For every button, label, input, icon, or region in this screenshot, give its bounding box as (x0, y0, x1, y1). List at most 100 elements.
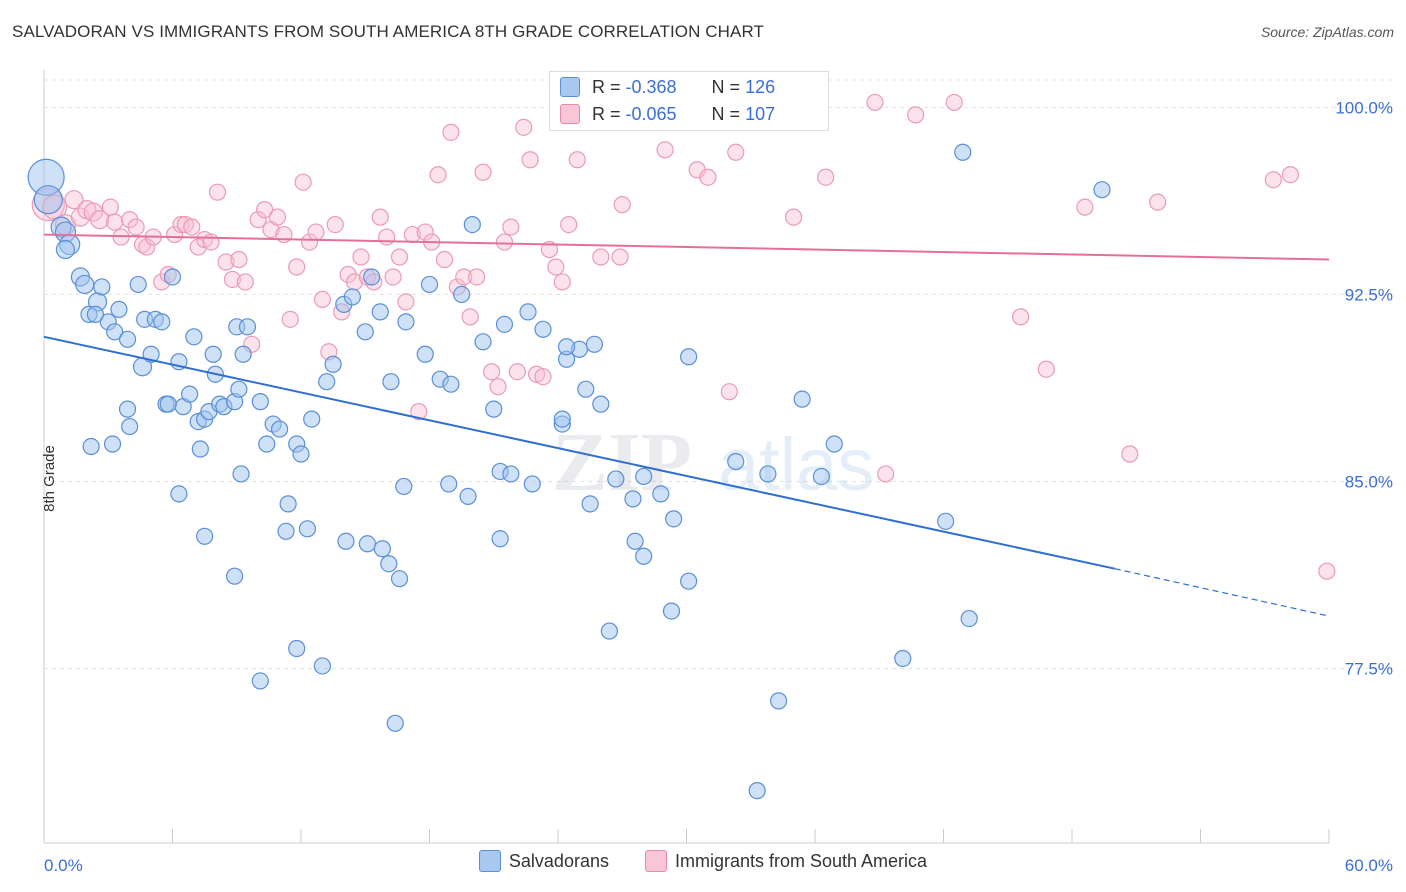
data-point-salvadorans (793, 390, 811, 408)
data-point-salvadorans (82, 437, 100, 456)
n-value: 107 (745, 103, 776, 124)
data-point-salvadorans (356, 323, 374, 341)
data-point-immigrants (1318, 562, 1336, 580)
data-point-immigrants (249, 211, 267, 229)
data-point-salvadorans (485, 400, 503, 418)
data-point-immigrants (455, 268, 473, 286)
data-point-salvadorans (442, 375, 460, 393)
trend-lines (43, 233, 1330, 617)
data-point-salvadorans (234, 345, 252, 363)
data-point-salvadorans (337, 532, 355, 550)
data-point-immigrants (416, 223, 434, 241)
data-point-immigrants (183, 218, 201, 236)
data-point-immigrants (877, 465, 895, 483)
data-point-salvadorans (103, 435, 122, 453)
data-point-immigrants (817, 168, 835, 186)
data-point-immigrants (656, 141, 674, 159)
data-point-immigrants (468, 268, 486, 286)
data-point-salvadorans (397, 313, 415, 331)
legend-label: Salvadorans (508, 850, 609, 871)
y-tick-label: 85.0% (1345, 472, 1393, 491)
data-point-salvadorans (519, 303, 537, 321)
data-point-immigrants (483, 363, 501, 381)
data-point-salvadorans (390, 570, 409, 588)
data-point-salvadorans (937, 512, 955, 530)
data-point-immigrants (1281, 166, 1300, 184)
n-value: 126 (745, 76, 776, 97)
data-point-salvadorans (474, 333, 492, 351)
data-point-salvadorans (270, 420, 289, 438)
data-point-salvadorans (652, 485, 670, 503)
data-point-immigrants (1121, 445, 1139, 463)
data-point-salvadorans (373, 540, 391, 558)
data-point-immigrants (592, 248, 610, 266)
data-point-salvadorans (635, 547, 653, 565)
data-point-immigrants (371, 208, 389, 226)
data-point-salvadorans (318, 373, 336, 391)
data-point-salvadorans (196, 527, 214, 545)
data-point-immigrants (230, 250, 248, 269)
data-point-salvadorans (380, 555, 398, 573)
data-point-immigrants (502, 218, 520, 236)
stats-box: R = -0.368 N = 126 R = -0.065 N = 107 (549, 71, 829, 131)
chart-title: SALVADORAN VS IMMIGRANTS FROM SOUTH AMER… (12, 22, 765, 41)
data-point-salvadorans (662, 602, 681, 620)
data-point-salvadorans (251, 393, 269, 411)
data-point-immigrants (352, 248, 370, 266)
data-point-salvadorans (960, 609, 978, 628)
data-point-salvadorans (106, 323, 124, 341)
data-point-immigrants (217, 253, 235, 271)
data-point-salvadorans (748, 782, 766, 800)
data-point-salvadorans (954, 143, 972, 161)
data-point-salvadorans (453, 285, 471, 304)
data-point-salvadorans (33, 185, 63, 215)
data-point-salvadorans (440, 475, 458, 493)
data-point-immigrants (64, 190, 84, 210)
data-point-salvadorans (277, 522, 295, 540)
data-point-immigrants (442, 123, 460, 141)
data-point-salvadorans (118, 330, 137, 348)
data-point-salvadorans (159, 395, 177, 413)
data-point-immigrants (268, 208, 287, 226)
data-point-salvadorans (363, 268, 381, 286)
data-point-salvadorans (163, 268, 182, 286)
data-point-immigrants (1037, 360, 1055, 378)
data-point-salvadorans (358, 535, 376, 553)
data-point-salvadorans (553, 410, 571, 428)
data-point-immigrants (397, 293, 415, 311)
data-point-immigrants (70, 207, 91, 227)
y-axis-title: 8th Grade (40, 445, 58, 512)
data-point-salvadorans (298, 520, 317, 538)
data-point-immigrants (515, 118, 533, 136)
data-point-immigrants (172, 216, 190, 234)
data-point-immigrants (1076, 198, 1094, 216)
legend-item-immigrants[interactable]: Immigrants from South America (644, 850, 927, 872)
data-point-immigrants (307, 223, 325, 241)
data-point-salvadorans (238, 318, 257, 336)
stats-row-immigrants: R = -0.065 N = 107 (560, 101, 775, 127)
data-point-immigrants (435, 250, 454, 269)
data-point-salvadorans (230, 380, 248, 398)
data-point-immigrants (521, 151, 539, 169)
data-point-immigrants (1149, 193, 1167, 211)
data-point-immigrants (474, 163, 492, 181)
data-point-immigrants (699, 168, 717, 186)
r-value: -0.368 (625, 76, 677, 97)
trend-line-immigrants (43, 233, 1330, 261)
data-point-salvadorans (534, 320, 552, 338)
data-point-salvadorans (129, 275, 147, 294)
data-point-immigrants (534, 368, 552, 386)
data-point-immigrants (508, 363, 526, 381)
data-point-salvadorans (279, 495, 297, 513)
data-point-immigrants (384, 268, 402, 286)
legend-item-salvadorans[interactable]: Salvadorans (478, 850, 609, 872)
data-point-salvadorans (303, 410, 321, 428)
data-point-salvadorans (110, 300, 128, 318)
watermark-atlas: atlas (718, 423, 874, 506)
data-point-immigrants (553, 273, 571, 291)
data-point-salvadorans (577, 380, 595, 398)
data-point-immigrants (313, 290, 332, 309)
data-point-immigrants (945, 93, 963, 112)
data-point-salvadorans (386, 714, 404, 732)
